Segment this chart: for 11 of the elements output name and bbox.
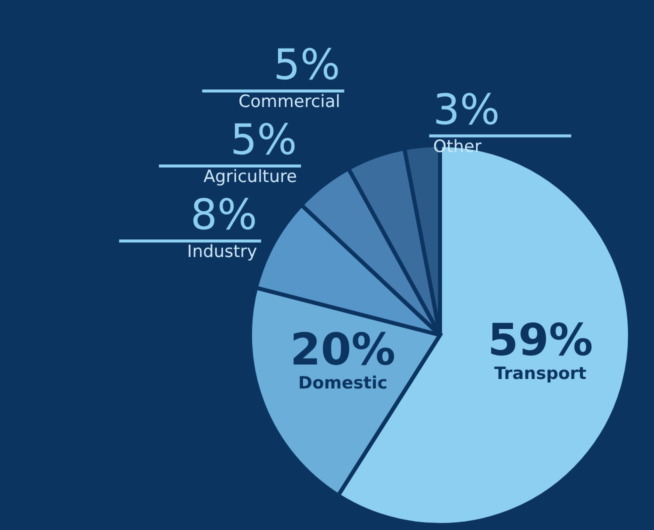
data-label: 20% xyxy=(290,324,396,376)
slice-label: Commercial xyxy=(238,92,340,112)
data-label: 5% xyxy=(274,40,340,90)
slice-label: Agriculture xyxy=(203,167,297,188)
slice-label: Domestic xyxy=(298,373,388,394)
data-label: 59% xyxy=(488,315,594,366)
data-label: 3% xyxy=(433,84,500,134)
data-label: 8% xyxy=(190,190,258,240)
data-label: 5% xyxy=(230,115,297,164)
slice-label: Transport xyxy=(494,364,586,384)
slice-label: Industry xyxy=(187,242,258,262)
